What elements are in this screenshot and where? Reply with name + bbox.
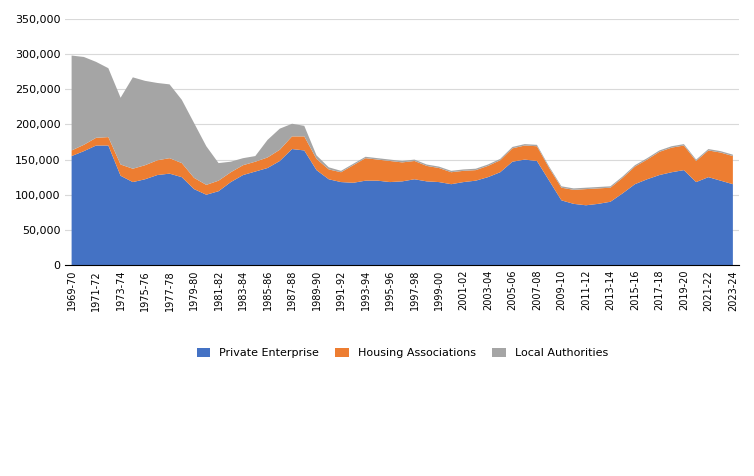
- Legend: Private Enterprise, Housing Associations, Local Authorities: Private Enterprise, Housing Associations…: [192, 344, 612, 363]
